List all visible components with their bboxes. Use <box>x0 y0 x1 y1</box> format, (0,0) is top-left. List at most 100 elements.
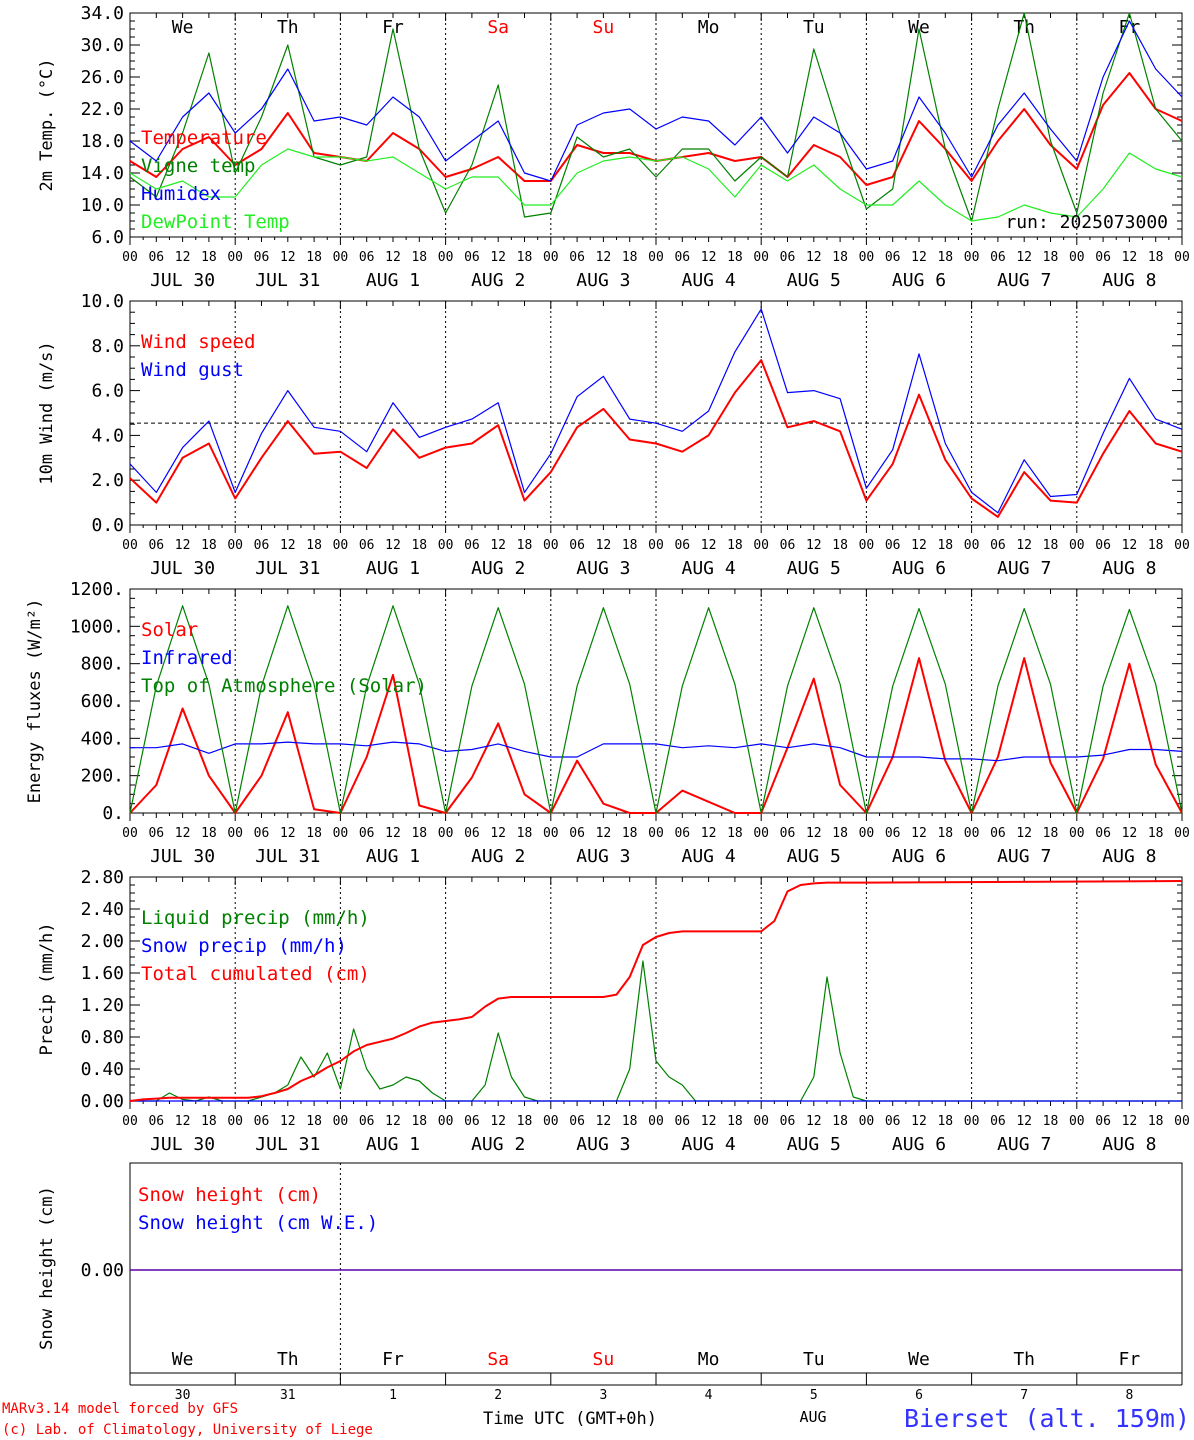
weekday-label: We <box>172 17 194 38</box>
weekday-label: Tu <box>803 1349 825 1370</box>
hour-tick-label: 00 <box>753 250 769 265</box>
hour-tick-label: 18 <box>832 826 848 841</box>
hour-tick-label: 12 <box>1122 250 1138 265</box>
lab-credit: (c) Lab. of Climatology, University of L… <box>2 1422 373 1438</box>
hour-tick-label: 12 <box>175 250 191 265</box>
hour-tick-label: 12 <box>1016 538 1032 553</box>
hour-tick-label: 00 <box>1069 1114 1085 1129</box>
series-dewpoint-temp <box>129 148 1183 222</box>
day-number-label: 8 <box>1125 1388 1133 1403</box>
precip-panel-ylabel: Precip (mm/h) <box>37 922 57 1055</box>
hour-tick-label: 12 <box>806 538 822 553</box>
series-top-of-atmosphere-solar <box>129 605 1183 814</box>
flux-panel-ylabel: Energy fluxes (W/m²) <box>25 599 45 804</box>
hour-tick-label: 18 <box>411 538 427 553</box>
legend-wind-speed: Wind speed <box>141 331 255 353</box>
series-vigne-temp <box>129 12 1183 222</box>
hour-tick-label: 00 <box>1069 826 1085 841</box>
hour-tick-label: 18 <box>622 250 638 265</box>
hour-tick-label: 00 <box>543 538 559 553</box>
hour-tick-label: 00 <box>648 826 664 841</box>
hour-tick-label: 06 <box>780 250 796 265</box>
day-number-label: 4 <box>705 1388 713 1403</box>
hour-tick-label: 00 <box>859 538 875 553</box>
hour-tick-label: 12 <box>596 538 612 553</box>
hour-tick-label: 00 <box>438 538 454 553</box>
hour-tick-label: 06 <box>359 1114 375 1129</box>
hour-tick-label: 18 <box>517 250 533 265</box>
hour-tick-label: 00 <box>964 826 980 841</box>
hour-tick-label: 00 <box>753 538 769 553</box>
hour-tick-label: 06 <box>254 826 270 841</box>
hour-tick-label: 18 <box>201 1114 217 1129</box>
hour-tick-label: 18 <box>1148 250 1164 265</box>
date-label: AUG 8 <box>1102 558 1156 579</box>
y-tick-label: 2.0 <box>91 470 124 491</box>
date-label: JUL 31 <box>255 1134 320 1155</box>
hour-tick-label: 06 <box>148 250 164 265</box>
hour-tick-label: 06 <box>780 1114 796 1129</box>
hour-tick-label: 12 <box>1016 1114 1032 1129</box>
hour-tick-label: 06 <box>1095 250 1111 265</box>
date-label: JUL 31 <box>255 270 320 291</box>
date-label: JUL 30 <box>150 1134 215 1155</box>
hour-tick-label: 00 <box>122 538 138 553</box>
date-label: AUG 3 <box>576 270 630 291</box>
weekday-label: Mo <box>698 17 720 38</box>
hour-tick-label: 18 <box>517 826 533 841</box>
hour-tick-label: 12 <box>280 250 296 265</box>
hour-tick-label: 06 <box>254 250 270 265</box>
y-tick-label: 200. <box>81 766 124 787</box>
hour-tick-label: 12 <box>806 250 822 265</box>
hour-tick-label: 12 <box>701 1114 717 1129</box>
y-tick-label: 34.0 <box>81 3 124 24</box>
hour-tick-label: 06 <box>885 1114 901 1129</box>
hour-tick-label: 00 <box>753 1114 769 1129</box>
hour-tick-label: 06 <box>254 1114 270 1129</box>
hour-tick-label: 12 <box>911 1114 927 1129</box>
hour-tick-label: 06 <box>148 538 164 553</box>
legend-solar: Solar <box>141 619 198 641</box>
y-tick-label: 0.0 <box>91 515 124 536</box>
hour-tick-label: 18 <box>727 826 743 841</box>
hour-tick-label: 06 <box>464 538 480 553</box>
y-tick-label: 0.80 <box>81 1027 124 1048</box>
date-label: AUG 1 <box>366 1134 420 1155</box>
hour-tick-label: 12 <box>490 1114 506 1129</box>
day-number-label: 6 <box>915 1388 923 1403</box>
y-tick-label: 26.0 <box>81 67 124 88</box>
y-tick-label: 0. <box>102 803 124 824</box>
date-label: AUG 6 <box>892 270 946 291</box>
hour-tick-label: 12 <box>490 538 506 553</box>
legend-snow-height-we: Snow height (cm W.E.) <box>138 1212 378 1234</box>
hour-tick-label: 18 <box>937 538 953 553</box>
hour-tick-label: 00 <box>438 250 454 265</box>
hour-tick-label: 12 <box>1122 1114 1138 1129</box>
hour-tick-label: 06 <box>569 1114 585 1129</box>
hour-tick-label: 00 <box>964 250 980 265</box>
hour-tick-label: 00 <box>227 1114 243 1129</box>
y-tick-label: 1.60 <box>81 963 124 984</box>
date-label: AUG 3 <box>576 846 630 867</box>
legend-vigne-temp: Vigne temp <box>141 155 255 177</box>
y-tick-label: 14.0 <box>81 163 124 184</box>
day-number-label: 3 <box>599 1388 607 1403</box>
hour-tick-label: 12 <box>911 538 927 553</box>
hour-tick-label: 18 <box>1148 826 1164 841</box>
y-tick-label: 30.0 <box>81 35 124 56</box>
hour-tick-label: 18 <box>832 1114 848 1129</box>
hour-tick-label: 18 <box>1043 538 1059 553</box>
y-tick-label: 18.0 <box>81 131 124 152</box>
weekday-label: Th <box>1013 17 1035 38</box>
y-tick-label: 10.0 <box>81 195 124 216</box>
date-label: AUG 3 <box>576 558 630 579</box>
hour-tick-label: 12 <box>385 538 401 553</box>
hour-tick-label: 06 <box>674 250 690 265</box>
hour-tick-label: 18 <box>306 538 322 553</box>
y-tick-label: 0.00 <box>81 1091 124 1112</box>
date-label: AUG 5 <box>787 558 841 579</box>
hour-tick-label: 12 <box>806 826 822 841</box>
hour-tick-label: 12 <box>701 250 717 265</box>
weekday-label: Th <box>277 1349 299 1370</box>
weekday-label: Mo <box>698 1349 720 1370</box>
